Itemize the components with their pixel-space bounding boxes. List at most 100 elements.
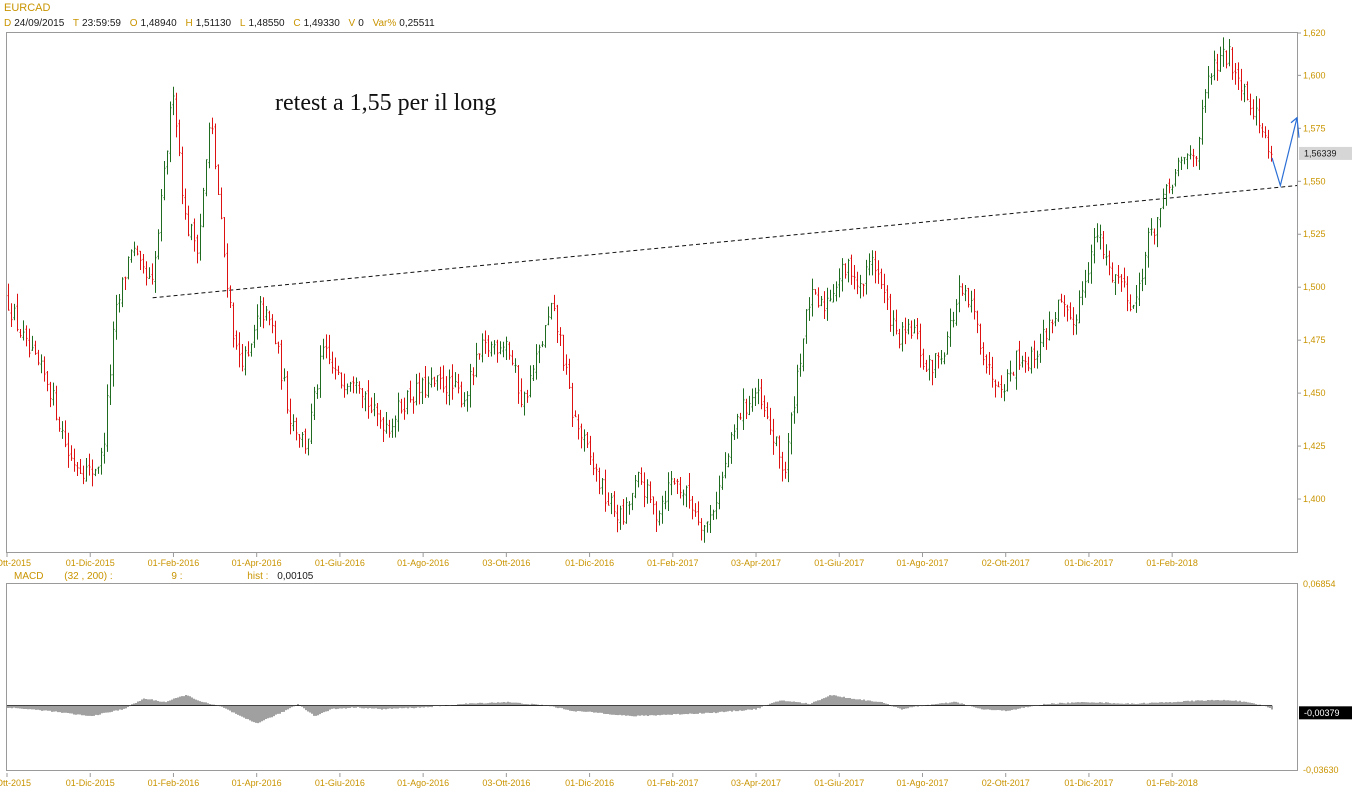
candle [703,524,706,543]
candle [175,92,178,138]
candle [433,376,436,387]
candle [43,356,46,382]
candle [31,335,34,351]
candle [160,188,163,242]
candle [121,277,124,308]
candle [1063,295,1066,317]
candle [739,412,742,420]
candle [694,503,697,517]
candle [1024,352,1027,373]
candle [1132,304,1135,309]
candle [904,317,907,345]
candle [292,414,295,432]
candle [373,393,376,417]
candle [1009,360,1012,382]
candle [772,418,775,455]
candle [781,451,784,482]
candle [247,341,250,357]
candle [1195,156,1198,167]
candle [1264,126,1267,139]
candle [13,303,16,321]
candle [628,501,631,515]
candle [1003,384,1006,402]
candle [529,365,532,398]
macd-x-label: 01-Dic-2017 [1064,778,1113,788]
candle [484,330,487,354]
macd-x-label: 01-Feb-2018 [1146,778,1198,788]
candle [37,349,40,366]
candle [466,391,469,412]
candle [1060,293,1063,303]
candle [376,403,379,427]
candle [538,344,541,364]
candle [769,407,772,435]
open-value: 1,48940 [141,18,178,29]
candle [682,489,685,506]
candle [157,229,160,260]
candle [1156,216,1159,248]
candle [799,353,802,377]
candle [967,287,970,308]
candle [667,472,670,511]
candle [700,518,703,541]
candle [580,423,583,449]
candle [1258,98,1261,134]
candle [886,285,889,310]
candle [388,419,391,438]
candle [211,117,214,135]
candle [343,373,346,398]
candle [223,217,226,258]
candle [1138,272,1141,307]
candle [19,329,22,338]
candle [490,341,493,357]
info-line: D 24/09/2015 T 23:59:59 O 1,48940 H 1,51130 … [4,18,435,29]
candle [88,453,91,476]
candle [460,381,463,408]
candle [1228,39,1231,67]
candle [22,320,25,341]
price-y-tick-label: 1,600 [1303,70,1326,80]
candle [1048,311,1051,341]
candle [1012,371,1015,376]
last-price-box [1299,146,1352,160]
candle [421,377,424,404]
candle [1216,53,1219,81]
candle [790,412,793,455]
candle [448,369,451,406]
candle [1213,50,1216,81]
macd-x-label: 03-Apr-2017 [731,778,781,788]
candle [685,485,688,508]
candle [334,357,337,380]
high-value: 1,51130 [196,18,232,29]
macd-hist-value: 0,00105 [277,571,314,582]
price-x-label: 01-Ago-2016 [397,558,449,568]
time-value: 23:59:59 [82,18,121,29]
candle [346,383,349,395]
candle [328,334,331,365]
candle [361,388,364,409]
candle [763,395,766,417]
candle [676,478,679,495]
candle [196,234,199,264]
candle [1078,290,1081,324]
candle [547,306,550,326]
macd-x-label: 02-Ott-2017 [982,778,1030,788]
candle [1045,328,1048,350]
candle [802,338,805,372]
candle [859,274,862,299]
candle [1015,350,1018,390]
candle [1183,157,1186,165]
candle [397,392,400,432]
candle [745,398,748,420]
candle [1036,350,1039,369]
candle [214,123,217,170]
macd-name: MACD [14,571,43,582]
candle [1186,153,1189,170]
candle [136,245,139,256]
candle [145,261,148,286]
price-x-axis: 01-Ott-2015 01-Dic-2015 01-Feb-2016 01-Apr-… [0,553,1198,568]
candle [1054,312,1057,327]
candle [403,397,406,420]
candle [616,504,619,533]
candle [1168,178,1171,194]
